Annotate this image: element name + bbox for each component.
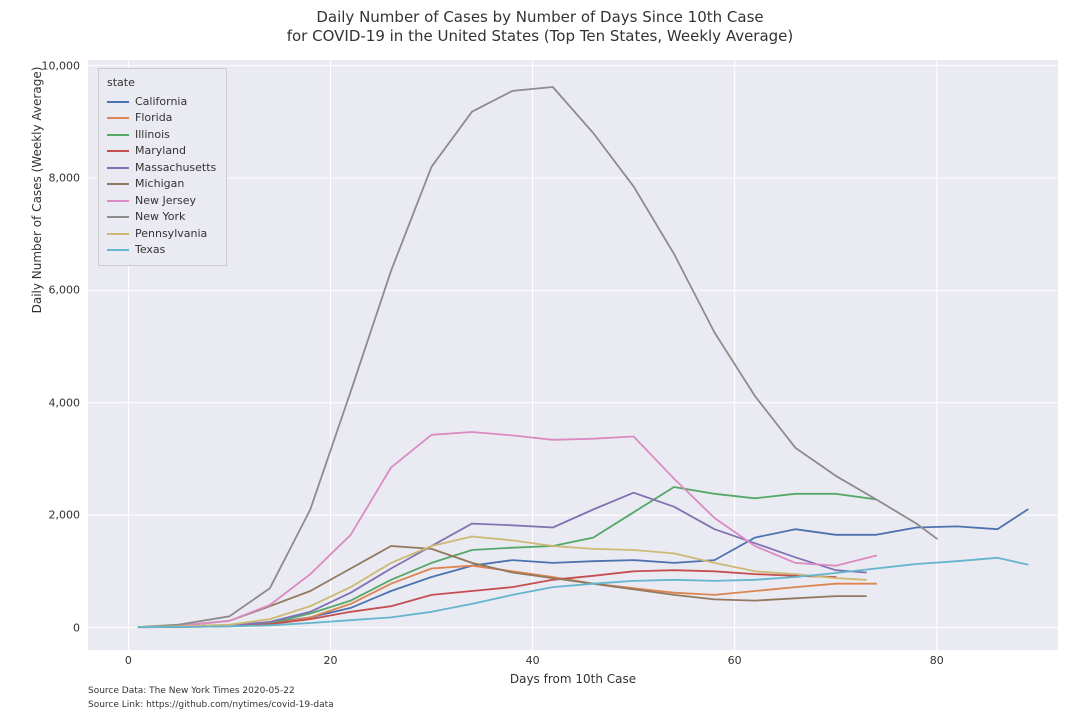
legend-swatch — [107, 101, 129, 103]
legend-item: Illinois — [107, 127, 216, 144]
series-line — [139, 487, 877, 627]
legend-swatch — [107, 216, 129, 218]
legend-swatch — [107, 134, 129, 136]
series-line — [139, 493, 867, 627]
x-tick-label: 40 — [526, 654, 540, 667]
x-tick-label: 80 — [930, 654, 944, 667]
x-tick-label: 20 — [324, 654, 338, 667]
y-tick-label: 2,000 — [49, 509, 81, 522]
series-line — [139, 570, 836, 627]
series-line — [139, 432, 877, 627]
legend-label: Texas — [135, 242, 165, 259]
legend-swatch — [107, 249, 129, 251]
legend-label: Florida — [135, 110, 172, 127]
plot-area — [88, 60, 1058, 650]
legend-swatch — [107, 150, 129, 152]
series-line — [139, 546, 867, 627]
legend-label: New Jersey — [135, 193, 196, 210]
legend-label: Illinois — [135, 127, 170, 144]
legend-swatch — [107, 167, 129, 169]
x-axis-label: Days from 10th Case — [88, 672, 1058, 686]
legend-label: New York — [135, 209, 185, 226]
legend-item: California — [107, 94, 216, 111]
legend-label: Michigan — [135, 176, 184, 193]
y-tick-label: 10,000 — [42, 59, 81, 72]
y-axis-label: Daily Number of Cases (Weekly Average) — [30, 0, 44, 485]
legend-label: California — [135, 94, 187, 111]
legend-swatch — [107, 183, 129, 185]
legend-item: Maryland — [107, 143, 216, 160]
chart-title: Daily Number of Cases by Number of Days … — [0, 8, 1080, 46]
legend: state CaliforniaFloridaIllinoisMarylandM… — [98, 68, 227, 266]
y-tick-label: 6,000 — [49, 284, 81, 297]
legend-swatch — [107, 233, 129, 235]
legend-item: New Jersey — [107, 193, 216, 210]
legend-item: New York — [107, 209, 216, 226]
series-line — [139, 510, 1028, 628]
legend-items: CaliforniaFloridaIllinoisMarylandMassach… — [107, 94, 216, 259]
legend-item: Texas — [107, 242, 216, 259]
legend-item: Michigan — [107, 176, 216, 193]
y-tick-label: 8,000 — [49, 172, 81, 185]
x-tick-label: 0 — [125, 654, 132, 667]
legend-label: Pennsylvania — [135, 226, 207, 243]
legend-title: state — [107, 75, 216, 92]
legend-item: Pennsylvania — [107, 226, 216, 243]
series-line — [139, 558, 1028, 627]
source-line-1: Source Data: The New York Times 2020-05-… — [88, 686, 295, 696]
legend-item: Massachusetts — [107, 160, 216, 177]
legend-swatch — [107, 117, 129, 119]
chart-container: Daily Number of Cases by Number of Days … — [0, 0, 1080, 720]
legend-swatch — [107, 200, 129, 202]
plot-svg — [88, 60, 1058, 650]
chart-title-line2: for COVID-19 in the United States (Top T… — [0, 27, 1080, 46]
y-tick-label: 0 — [73, 621, 80, 634]
x-tick-label: 60 — [728, 654, 742, 667]
y-tick-label: 4,000 — [49, 396, 81, 409]
chart-title-line1: Daily Number of Cases by Number of Days … — [0, 8, 1080, 27]
source-line-2: Source Link: https://github.com/nytimes/… — [88, 700, 334, 710]
legend-label: Massachusetts — [135, 160, 216, 177]
legend-item: Florida — [107, 110, 216, 127]
legend-label: Maryland — [135, 143, 186, 160]
